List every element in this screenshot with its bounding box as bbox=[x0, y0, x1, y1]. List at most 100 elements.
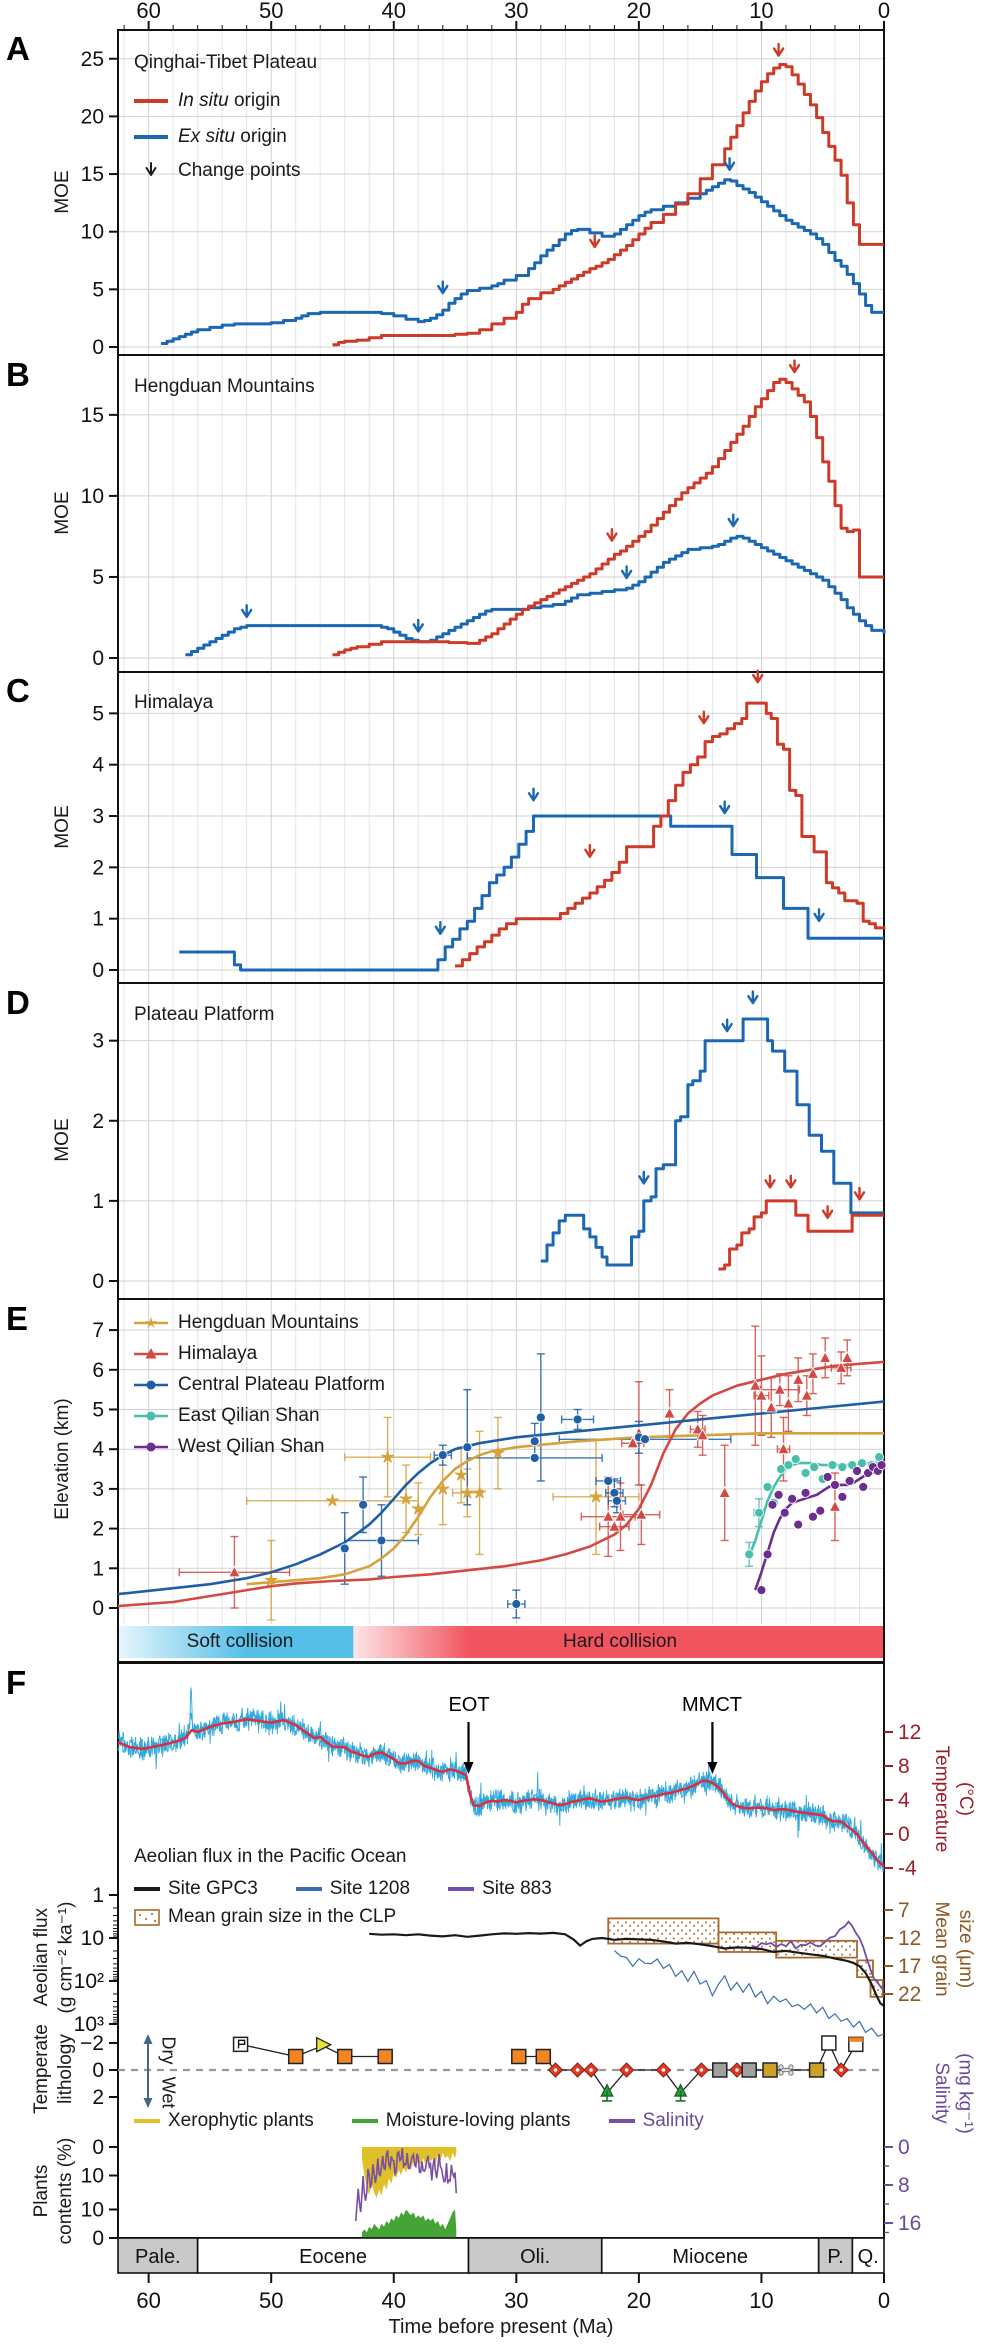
data-point bbox=[411, 1502, 425, 1515]
grain-legend: Mean grain size in the CLP bbox=[134, 1906, 396, 1928]
ex-situ-series-B bbox=[185, 534, 886, 657]
data-point bbox=[793, 1519, 804, 1530]
panel-letter-b: B bbox=[6, 356, 30, 393]
legend-site-1208: Site 1208 bbox=[295, 1878, 411, 1900]
in-situ-series-A bbox=[332, 63, 884, 347]
site-gpc3-label: Site GPC3 bbox=[168, 1878, 258, 1899]
y-tick-label: 5 bbox=[92, 566, 104, 589]
epoch-Miocene bbox=[600, 2237, 820, 2274]
change-point-arrow bbox=[752, 669, 764, 684]
data-point bbox=[844, 1476, 855, 1486]
legend-change-points: Change points bbox=[134, 160, 301, 182]
change-point-arrow bbox=[772, 42, 785, 57]
y-tick-label: 7 bbox=[92, 1319, 104, 1342]
data-point bbox=[718, 1486, 731, 1498]
change-point-arrow bbox=[606, 527, 618, 542]
top-tick-label: 30 bbox=[504, 0, 528, 23]
data-point bbox=[460, 1486, 474, 1499]
panel-a-title: Qinghai-Tibet Plateau bbox=[134, 52, 318, 73]
data-point bbox=[454, 1468, 468, 1481]
data-point bbox=[399, 1492, 413, 1505]
y-tick-label: 3 bbox=[92, 1478, 104, 1501]
top-tick-label: 10 bbox=[749, 0, 773, 23]
lithology-marker-gray_square bbox=[712, 2062, 728, 2078]
site-1208-label: Site 1208 bbox=[329, 1878, 411, 1899]
salinity-line bbox=[355, 2148, 458, 2222]
in-situ-series-D bbox=[718, 1199, 884, 1271]
legend-moisture: Moisture-loving plants bbox=[351, 2110, 571, 2132]
change-point-arrow bbox=[813, 908, 825, 923]
y-tick-label: 2 bbox=[92, 1110, 104, 1133]
elevation-legend-label: Hengduan Mountains bbox=[178, 1312, 359, 1333]
xerophytic-label: Xerophytic plants bbox=[168, 2110, 314, 2131]
data-point bbox=[779, 1507, 790, 1518]
data-point bbox=[749, 1378, 762, 1391]
epoch-label: Oli. bbox=[520, 2246, 550, 2268]
change-point-arrow bbox=[620, 565, 633, 580]
y-tick-label: 2 bbox=[92, 856, 104, 879]
data-point bbox=[589, 1490, 603, 1503]
top-tick-label: 50 bbox=[259, 0, 283, 23]
moisture-label: Moisture-loving plants bbox=[385, 2110, 571, 2131]
lithology-marker-olive_square bbox=[762, 2062, 778, 2078]
panel-letter-d: D bbox=[6, 984, 30, 1021]
data-point bbox=[491, 1446, 505, 1459]
change-point-arrow bbox=[434, 921, 447, 935]
data-point bbox=[572, 1414, 583, 1425]
legend-xerophytic: Xerophytic plants bbox=[134, 2110, 314, 2132]
change-point-arrow bbox=[718, 800, 731, 815]
flux-tick-label: 1 bbox=[92, 1884, 104, 1907]
data-point bbox=[800, 1468, 811, 1478]
legend-ex-situ: Ex situ origin bbox=[134, 126, 287, 148]
site-1208-line bbox=[614, 1950, 885, 2038]
data-point bbox=[792, 1372, 805, 1385]
grain-tick-label: 22 bbox=[898, 1983, 921, 2006]
change-point-arrow bbox=[853, 1186, 866, 1201]
elevation-legend-item: Central Plateau Platform bbox=[134, 1374, 385, 1396]
mmct-annotation: MMCT bbox=[682, 1694, 742, 1716]
panel-letter-f: F bbox=[6, 1664, 27, 1701]
change-point-arrow bbox=[412, 618, 424, 633]
y-tick-label: 15 bbox=[81, 404, 104, 427]
epoch-label: Pale. bbox=[135, 2246, 181, 2268]
data-point bbox=[339, 1543, 350, 1554]
data-point bbox=[808, 1511, 818, 1522]
change-point-arrow bbox=[240, 604, 253, 619]
x-axis-title: Time before present (Ma) bbox=[388, 2316, 614, 2338]
data-point bbox=[608, 1519, 621, 1532]
plants-tick-label: 10 bbox=[81, 2165, 104, 2188]
trend-west-qilian-shan bbox=[754, 1467, 885, 1591]
data-point bbox=[640, 1434, 650, 1445]
data-point bbox=[529, 1436, 540, 1447]
lithology-marker-orange_square bbox=[511, 2048, 527, 2065]
y-tick-label: 0 bbox=[92, 1597, 104, 1620]
elevation-legend-item: Hengduan Mountains bbox=[134, 1312, 359, 1334]
legend-in-situ: In situ origin bbox=[134, 90, 280, 112]
data-point bbox=[437, 1450, 448, 1461]
temp-tick-label: 4 bbox=[898, 1789, 910, 1812]
trend-himalaya bbox=[117, 1360, 885, 1608]
y-label-moe-c: MOE bbox=[52, 805, 73, 849]
y-tick-label: 25 bbox=[81, 48, 104, 71]
y-tick-label: 0 bbox=[92, 336, 104, 359]
data-point bbox=[529, 1453, 540, 1463]
site-883-line bbox=[751, 1920, 885, 1991]
epoch-label: Q. bbox=[858, 2246, 879, 2268]
x-tick-label: 20 bbox=[627, 2288, 651, 2313]
top-tick-label: 0 bbox=[878, 0, 890, 23]
data-point bbox=[830, 1480, 840, 1490]
elevation-legend-label: Himalaya bbox=[178, 1343, 258, 1364]
temp-tick-label: 0 bbox=[898, 1823, 910, 1846]
data-point bbox=[800, 1487, 811, 1498]
salinity-tick-label: 16 bbox=[898, 2212, 921, 2235]
aeolian-legend-items: Site GPC3 Site 1208 Site 883 bbox=[134, 1878, 590, 1900]
temp-tick-label: 8 bbox=[898, 1755, 910, 1778]
data-point bbox=[858, 1482, 869, 1492]
change-point-arrow bbox=[527, 787, 540, 802]
top-tick-label: 60 bbox=[136, 0, 160, 23]
y-label-plants-2: contents (%) bbox=[55, 2137, 76, 2245]
change-point-arrow bbox=[584, 844, 596, 858]
data-point bbox=[876, 1460, 887, 1470]
data-point bbox=[603, 1476, 614, 1486]
data-point bbox=[800, 1388, 813, 1401]
